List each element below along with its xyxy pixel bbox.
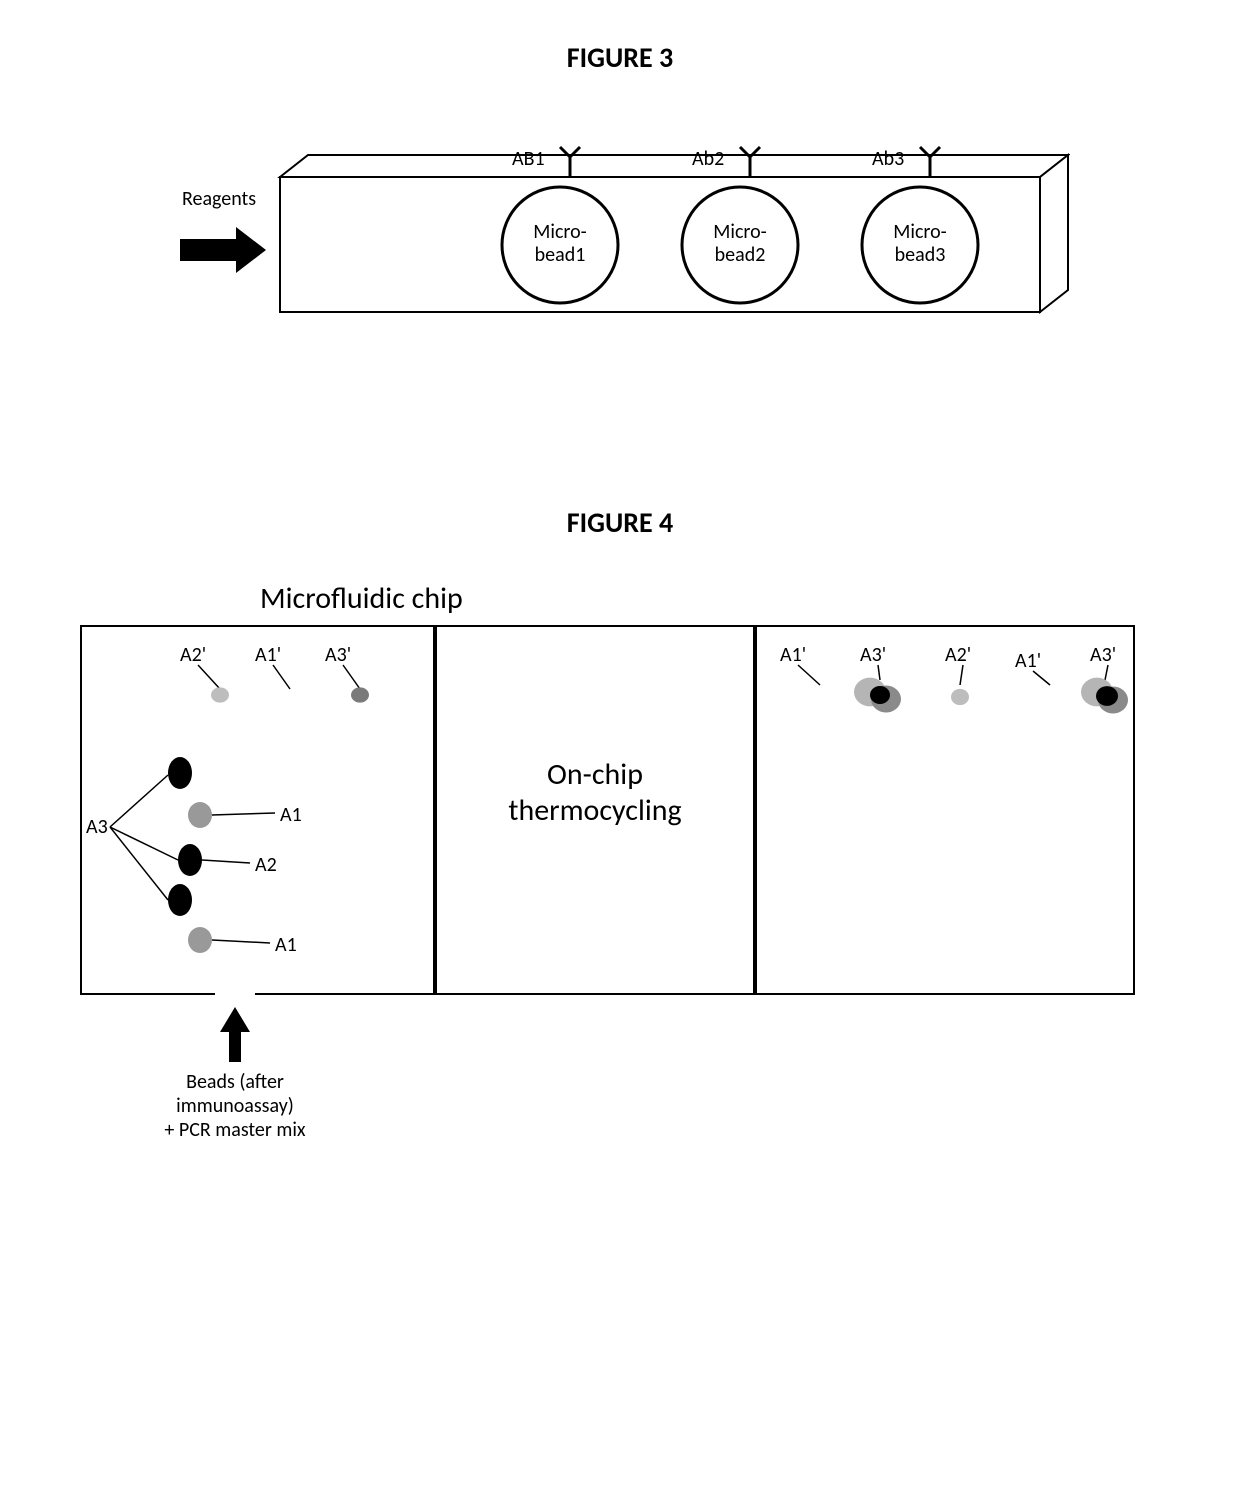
reagents-label: Reagents bbox=[182, 187, 256, 211]
figure3-diagram: Reagents Micro-bead1 Micro-bead2 Micro-bea… bbox=[170, 145, 1070, 345]
inlet-label: Beads (afterimmunoassay)+ PCR master mix bbox=[135, 1070, 335, 1142]
antibody-label: Ab3 bbox=[872, 147, 904, 171]
label-rA3p1: A3' bbox=[860, 643, 886, 667]
bead-label: Micro-bead1 bbox=[515, 221, 605, 267]
label-rA2p: A2' bbox=[945, 643, 971, 667]
panel-mid-text: On-chip thermocycling bbox=[437, 757, 753, 829]
panel-right bbox=[755, 625, 1135, 995]
panel-left bbox=[80, 625, 435, 995]
label-rA3p2: A3' bbox=[1090, 643, 1116, 667]
panel-mid: On-chip thermocycling bbox=[435, 625, 755, 995]
label-A2p: A2' bbox=[180, 643, 206, 667]
label-rA1p2: A1' bbox=[1015, 649, 1041, 673]
figure4-diagram: On-chip thermocycling A2' A1' A3' A3 A1 A2 A1 A… bbox=[80, 625, 1180, 1005]
label-A3p: A3' bbox=[325, 643, 351, 667]
reagents-arrow bbox=[180, 220, 280, 285]
label-A1a: A1 bbox=[280, 803, 302, 827]
label-A3: A3 bbox=[86, 815, 108, 839]
bead-label: Micro-bead2 bbox=[695, 221, 785, 267]
figure4-title: FIGURE 4 bbox=[60, 505, 1180, 540]
label-A1b: A1 bbox=[275, 933, 297, 957]
antibody-label: AB1 bbox=[512, 147, 545, 171]
figure4-caption: Microfluidic chip bbox=[260, 580, 1180, 617]
label-A2: A2 bbox=[255, 853, 277, 877]
mid-text-line1: On-chip bbox=[547, 756, 643, 793]
label-rA1p1: A1' bbox=[780, 643, 806, 667]
antibody-label: Ab2 bbox=[692, 147, 724, 171]
figure3-title: FIGURE 3 bbox=[60, 40, 1180, 75]
mid-text-line2: thermocycling bbox=[508, 792, 681, 829]
label-A1p: A1' bbox=[255, 643, 281, 667]
bead-label: Micro-bead3 bbox=[875, 221, 965, 267]
